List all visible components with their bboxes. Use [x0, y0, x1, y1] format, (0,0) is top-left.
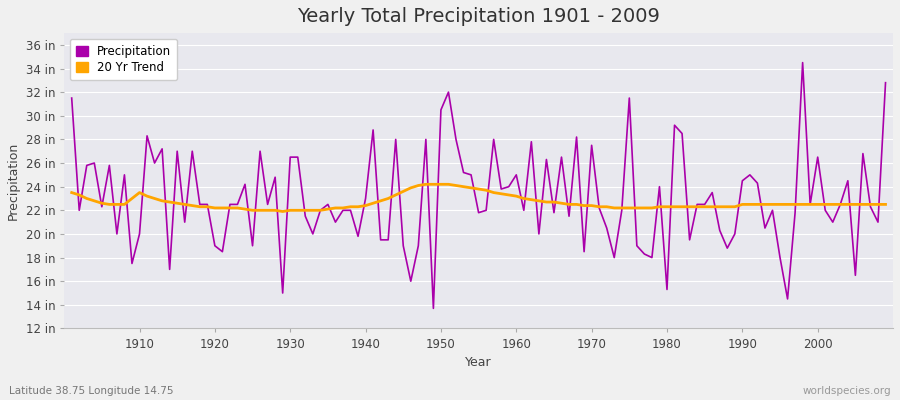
- Precipitation: [127, 261, 138, 266]
- Precipitation: [608, 255, 619, 260]
- Text: Latitude 38.75 Longitude 14.75: Latitude 38.75 Longitude 14.75: [9, 386, 174, 396]
- 20 Yr Trend: [67, 190, 77, 195]
- Text: worldspecies.org: worldspecies.org: [803, 386, 891, 396]
- Precipitation: [797, 60, 808, 65]
- Precipitation: [518, 208, 529, 213]
- 20 Yr Trend: [300, 208, 310, 213]
- 20 Yr Trend: [127, 196, 138, 201]
- X-axis label: Year: Year: [465, 356, 492, 369]
- Precipitation: [292, 155, 303, 160]
- Line: 20 Yr Trend: 20 Yr Trend: [72, 184, 886, 212]
- 20 Yr Trend: [345, 204, 356, 209]
- Precipitation: [880, 80, 891, 85]
- Precipitation: [511, 172, 522, 177]
- 20 Yr Trend: [526, 197, 536, 202]
- Legend: Precipitation, 20 Yr Trend: Precipitation, 20 Yr Trend: [70, 39, 177, 80]
- 20 Yr Trend: [518, 196, 529, 201]
- 20 Yr Trend: [277, 209, 288, 214]
- 20 Yr Trend: [616, 206, 627, 210]
- 20 Yr Trend: [420, 182, 431, 187]
- Title: Yearly Total Precipitation 1901 - 2009: Yearly Total Precipitation 1901 - 2009: [297, 7, 660, 26]
- Y-axis label: Precipitation: Precipitation: [7, 142, 20, 220]
- 20 Yr Trend: [880, 202, 891, 207]
- Precipitation: [428, 306, 439, 311]
- Precipitation: [67, 96, 77, 100]
- Line: Precipitation: Precipitation: [72, 62, 886, 308]
- Precipitation: [338, 208, 348, 213]
